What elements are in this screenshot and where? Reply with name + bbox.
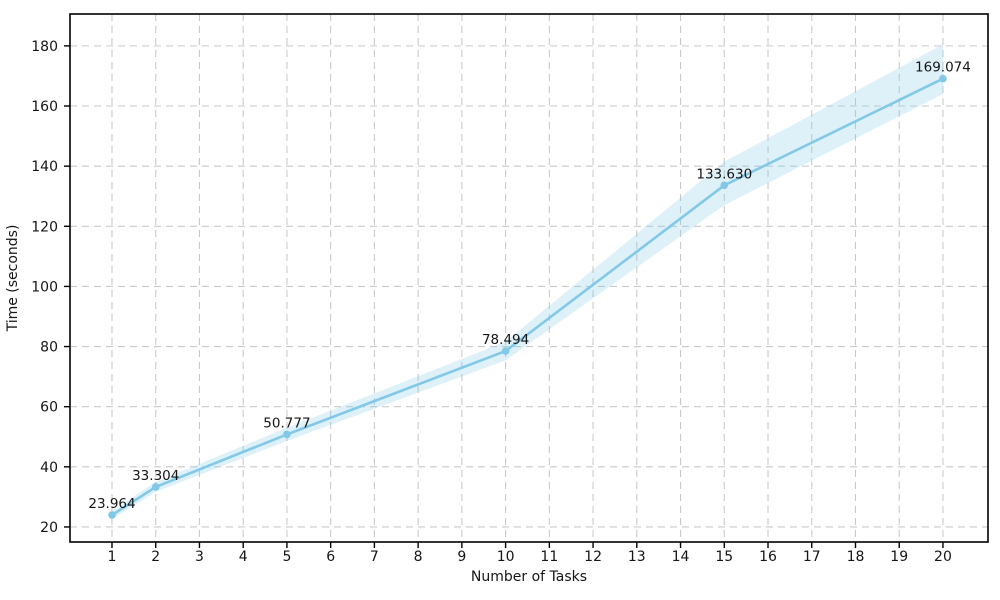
y-tick-label: 160 [31, 99, 58, 115]
data-point-label: 78.494 [482, 332, 529, 348]
x-tick-label: 20 [934, 549, 952, 565]
data-point-marker [151, 483, 160, 491]
data-point-label: 133.630 [696, 166, 752, 182]
confidence-band [111, 44, 943, 520]
axes-frame [69, 13, 989, 543]
data-point-label: 50.777 [263, 415, 310, 431]
x-tick-label: 3 [195, 549, 204, 565]
x-tick-label: 10 [497, 549, 515, 565]
data-point-marker [108, 511, 116, 519]
x-tick-label: 8 [414, 549, 423, 565]
x-tick-label: 12 [584, 549, 602, 565]
x-tick-label: 14 [672, 549, 690, 565]
x-tick-label: 18 [847, 549, 865, 565]
data-point-label: 23.964 [88, 496, 135, 512]
x-tick-label: 1 [108, 549, 117, 565]
data-point-marker [501, 347, 510, 355]
y-tick-label: 100 [31, 279, 58, 295]
x-tick-label: 17 [803, 549, 821, 565]
data-point-label: 33.304 [132, 468, 179, 484]
y-tick-label: 80 [40, 340, 58, 356]
y-tick-label: 180 [31, 39, 58, 55]
x-tick-label: 7 [370, 549, 379, 565]
y-tick-label: 140 [31, 159, 58, 175]
x-tick-label: 19 [890, 549, 908, 565]
data-point-marker [720, 181, 729, 190]
data-point-label: 169.074 [915, 60, 971, 76]
x-tick-label: 11 [540, 549, 558, 565]
data-point-marker [939, 74, 947, 83]
y-tick-label: 40 [40, 460, 58, 476]
x-tick-label: 13 [628, 549, 646, 565]
x-tick-label: 16 [759, 549, 777, 565]
x-tick-label: 2 [151, 549, 160, 565]
x-tick-label: 9 [457, 549, 466, 565]
x-tick-label: 4 [239, 549, 248, 565]
x-axis-label: Number of Tasks [471, 569, 587, 585]
x-tick-label: 15 [715, 549, 733, 565]
y-tick-label: 20 [40, 520, 58, 536]
data-line [110, 77, 945, 517]
y-tick-label: 60 [40, 400, 58, 416]
y-axis-label: Time (seconds) [5, 225, 21, 333]
x-tick-label: 6 [326, 549, 335, 565]
y-tick-label: 120 [31, 219, 58, 235]
data-point-marker [283, 430, 291, 439]
x-tick-label: 5 [282, 549, 291, 565]
